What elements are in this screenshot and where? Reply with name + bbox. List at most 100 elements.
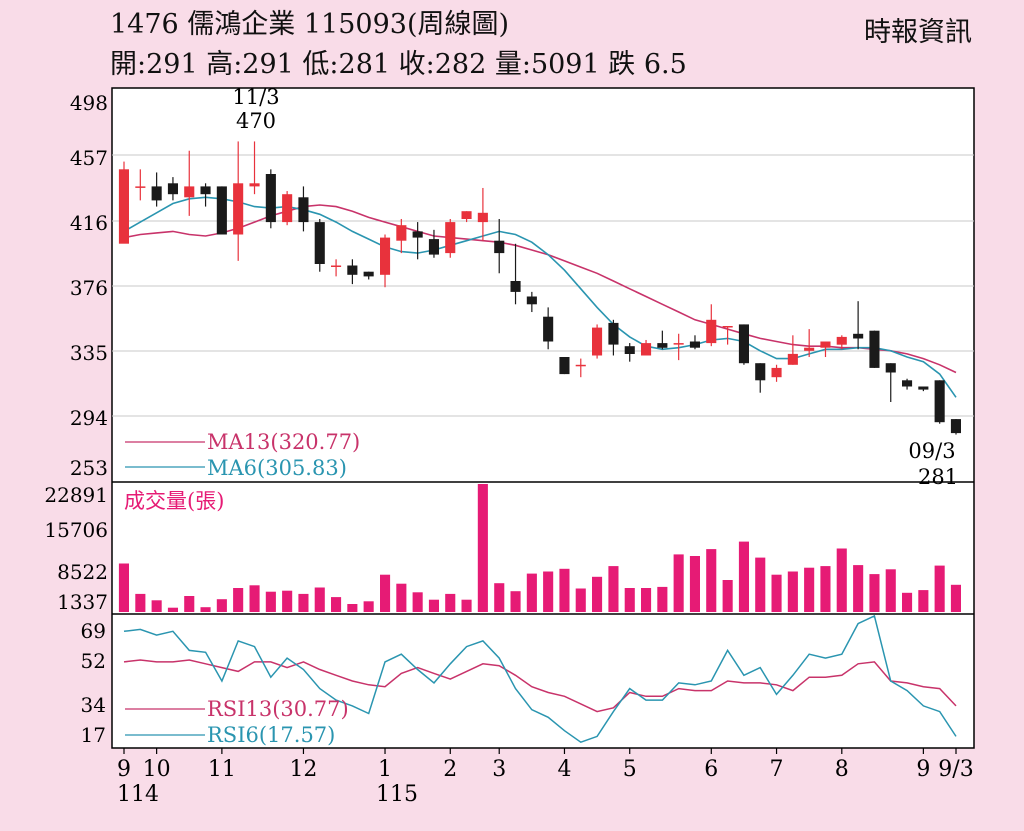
volume-bar [853, 565, 864, 612]
volume-bar [804, 567, 815, 612]
volume-bar [706, 549, 717, 612]
volume-tick: 1337 [57, 590, 108, 614]
candle [298, 186, 309, 232]
x-tick-label: 3 [492, 757, 506, 782]
candle [918, 386, 929, 392]
ma13-legend: MA13(320.77) [207, 430, 360, 454]
volume-bar [592, 576, 603, 612]
volume-bar [445, 593, 456, 612]
candle [722, 326, 733, 345]
rsi-lines [123, 614, 957, 744]
volume-bar [755, 557, 766, 612]
price-tick: 376 [70, 276, 108, 300]
last-annotation: 09/3 281 [908, 439, 958, 489]
candle [347, 259, 358, 285]
candle [282, 191, 293, 226]
rsi-legend: RSI13(30.77) RSI6(17.57) [125, 697, 349, 747]
volume-title: 成交量(張) [124, 489, 224, 513]
volume-bar [233, 588, 244, 612]
x-tick-label: 4 [557, 757, 571, 782]
volume-bar [412, 592, 423, 612]
volume-bar [657, 586, 668, 612]
candle [950, 419, 961, 435]
volume-bar [347, 604, 358, 612]
candle [592, 324, 603, 359]
candle [902, 378, 913, 390]
volume-bar [689, 556, 700, 612]
volume-bar [787, 571, 798, 612]
volume-bar [200, 607, 211, 612]
candle [787, 335, 798, 365]
volume-tick: 22891 [44, 483, 108, 507]
candle [641, 339, 652, 356]
x-tick-label: 6 [704, 757, 718, 782]
candle [608, 319, 619, 356]
x-tick-label: 9 [117, 757, 131, 782]
candle [461, 211, 472, 223]
candle [853, 301, 864, 350]
volume-bars [118, 484, 961, 612]
price-tick: 294 [70, 406, 108, 430]
candle [689, 335, 700, 350]
x-tick-label: 12 [289, 757, 317, 782]
ma-line-ma13 [123, 204, 957, 374]
volume-bar [184, 596, 195, 612]
candle [331, 259, 342, 277]
volume-bar [673, 554, 684, 612]
x-tick-label: 9 [916, 757, 930, 782]
rsi-tick: 34 [81, 693, 106, 717]
ma-legend: MA13(320.77) MA6(305.83) [125, 430, 360, 480]
panel-dividers [112, 481, 974, 615]
volume-bar [249, 585, 260, 612]
volume-bar [298, 593, 309, 612]
candle [559, 357, 570, 375]
ma-lines [123, 196, 957, 398]
candle [836, 335, 847, 350]
candle [396, 218, 407, 254]
volume-bar [363, 601, 374, 612]
volume-bar [314, 587, 325, 612]
candle [135, 169, 146, 201]
high-date: 11/3 [232, 85, 279, 109]
volume-bar [477, 484, 488, 612]
candle [412, 222, 423, 260]
year-label: 115 [376, 782, 418, 807]
volume-tick: 15706 [44, 518, 108, 542]
last-value: 281 [918, 465, 958, 489]
candle [151, 172, 162, 207]
volume-bar [820, 566, 831, 612]
volume-bar [722, 580, 733, 612]
volume-bar [902, 592, 913, 612]
chart-title: 1476 儒鴻企業 115093(周線圖) [110, 9, 510, 40]
high-annotation: 11/3 470 [232, 85, 279, 133]
rsi-tick: 17 [81, 723, 106, 747]
volume-bar [265, 591, 276, 612]
volume-bar [885, 569, 896, 612]
volume-bar [282, 590, 293, 612]
x-tick-label: 7 [770, 757, 784, 782]
ma-line-ma6 [123, 196, 957, 398]
candle [380, 234, 391, 288]
volume-bar [836, 548, 847, 612]
price-tick: 253 [70, 456, 108, 480]
volume-bar [575, 588, 586, 612]
x-tick-label: 2 [443, 757, 457, 782]
candle [820, 341, 831, 358]
volume-bar [167, 607, 178, 612]
x-tick-label: 9/3 [938, 757, 973, 782]
candle [885, 363, 896, 402]
candle [657, 330, 668, 350]
source-label: 時報資訊 [864, 17, 972, 48]
candle [804, 329, 815, 358]
candle [363, 271, 374, 280]
volume-bar [950, 584, 961, 612]
candle [445, 218, 456, 258]
volume-bar [216, 599, 227, 612]
candle [869, 330, 880, 368]
volume-bar [608, 566, 619, 612]
ohlc-summary: 開:291 高:291 低:281 收:282 量:5091 跌 6.5 [110, 49, 687, 80]
x-tick-label: 10 [143, 757, 171, 782]
candle [200, 183, 211, 207]
candle [494, 218, 505, 274]
x-tick-label: 5 [623, 757, 637, 782]
